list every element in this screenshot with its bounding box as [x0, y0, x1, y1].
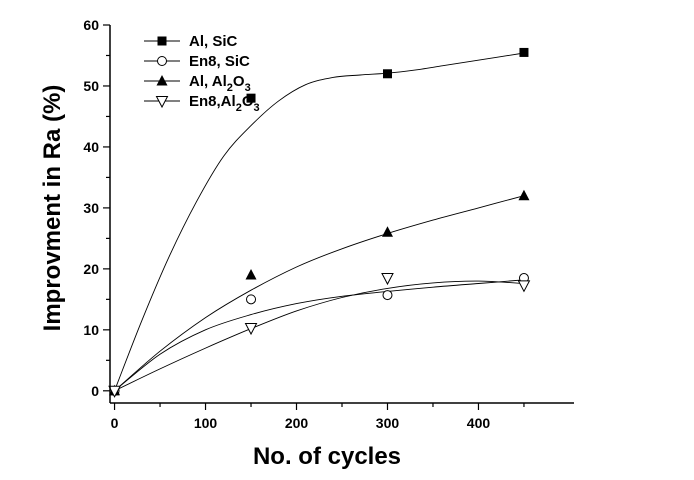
legend-label-0: Al, SiC [189, 33, 238, 50]
legend-marker-0 [157, 36, 167, 46]
fit-curve-series-3 [114, 280, 525, 392]
data-point-series-0 [246, 93, 256, 103]
legend-marker-2 [156, 75, 168, 86]
fit-curve-series-1 [114, 279, 525, 392]
x-tick-label: 100 [194, 415, 218, 431]
y-tick-label: 20 [83, 261, 99, 277]
y-tick-label: 30 [83, 200, 99, 216]
y-tick-label: 50 [83, 78, 99, 94]
y-tick-label: 0 [91, 383, 99, 399]
y-tick-label: 10 [83, 322, 99, 338]
legend-label-2: Al, Al2O3 [189, 73, 251, 94]
data-point-series-1 [382, 290, 393, 301]
data-point-series-0 [519, 47, 529, 57]
x-tick-label: 400 [467, 415, 491, 431]
data-point-series-1 [246, 294, 257, 305]
data-point-series-3 [517, 280, 531, 293]
x-tick-label: 200 [285, 415, 309, 431]
data-point-series-2 [518, 189, 530, 201]
plot-area [108, 47, 531, 398]
legend-label-1: En8, SiC [189, 53, 250, 70]
y-axis-title: Improvment in Ra (%) [39, 85, 66, 332]
fit-curve-series-2 [114, 195, 525, 392]
y-tick-label: 60 [83, 17, 99, 33]
data-point-series-3 [381, 273, 394, 286]
x-tick-label: 0 [111, 415, 119, 431]
data-point-series-2 [381, 226, 393, 237]
data-point-series-0 [382, 69, 392, 79]
legend-marker-3 [155, 96, 169, 109]
data-point-series-3 [244, 323, 258, 336]
data-point-series-3 [108, 385, 121, 398]
fit-curve-series-0 [114, 52, 525, 391]
legend-marker-1 [157, 56, 167, 66]
data-point-series-2 [245, 268, 257, 280]
x-tick-label: 300 [376, 415, 400, 431]
x-axis-title: No. of cycles [253, 443, 401, 470]
legend-label-3: En8,Al2O3 [189, 93, 260, 114]
y-tick-label: 40 [83, 139, 99, 155]
axes: 0 100 200 300 400 0 10 20 30 40 50 60 [83, 17, 574, 431]
